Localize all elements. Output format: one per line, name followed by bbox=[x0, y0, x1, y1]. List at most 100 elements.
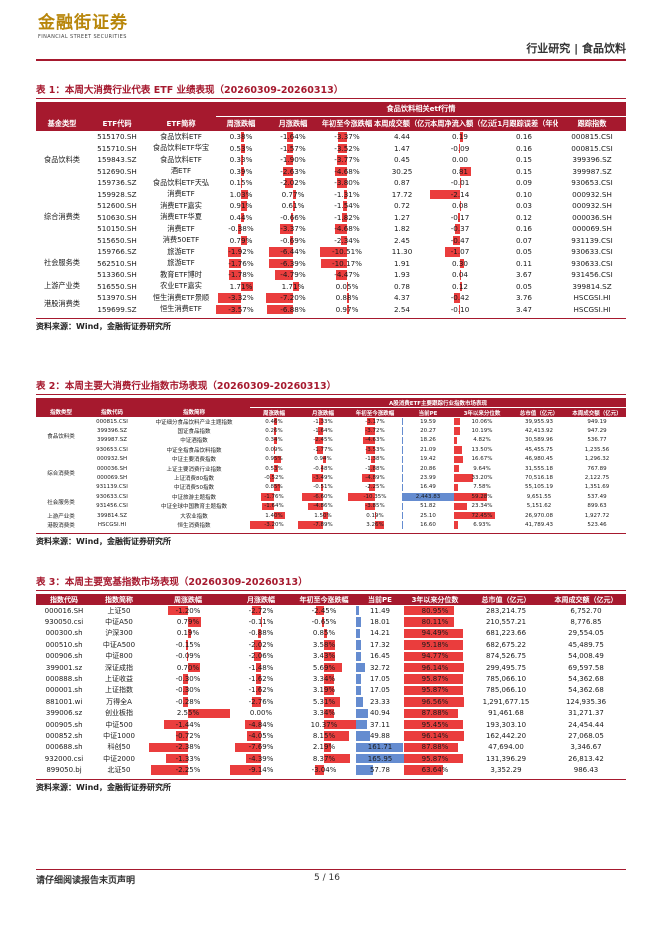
index-code-cell: 000815.CSI bbox=[96, 418, 128, 425]
index-code-cell: 000001.sh bbox=[45, 686, 83, 695]
table1-col-header: 月涨跌幅 bbox=[266, 116, 320, 131]
etf-code-cell: 513360.SH bbox=[97, 270, 137, 280]
table2-col-header: 指数代码 bbox=[86, 407, 138, 417]
index-code-cell: 399001.sz bbox=[45, 663, 83, 672]
percentile-cell: 95.87% bbox=[404, 673, 466, 684]
value-bar bbox=[267, 304, 293, 314]
etf-code-cell: 515650.SH bbox=[97, 235, 137, 245]
value-bar bbox=[324, 708, 335, 718]
index-code-cell: 931456.CSI bbox=[96, 503, 128, 510]
monthly-change-cell: -6.88% bbox=[266, 304, 320, 316]
market-cap-cell: 162,442.20 bbox=[485, 731, 527, 740]
monthly-change-cell: 0.00% bbox=[230, 708, 292, 719]
index-name-cell: 大农业指数 bbox=[180, 513, 208, 520]
turnover-cell: 2.45 bbox=[393, 235, 410, 245]
value-bar bbox=[402, 493, 454, 501]
cell-value: 95.87% bbox=[421, 675, 449, 684]
table-row: 512600.SH 消费ETF嘉实 0.91% 0.61% -1.54% 0.72 0.08… bbox=[36, 200, 626, 212]
cell-value: 0.26% bbox=[265, 428, 283, 435]
cell-value: -2.34% bbox=[334, 235, 360, 245]
index-code-cell: 000069.SH bbox=[96, 475, 128, 482]
cell-value: -1.62% bbox=[248, 686, 274, 695]
cell-value: 32.72 bbox=[369, 663, 391, 672]
index-code-cell: 899050.bj bbox=[46, 766, 82, 775]
cell-value: -0.51% bbox=[313, 484, 333, 491]
cell-value: -1.64% bbox=[313, 428, 333, 435]
cell-value: 5.69% bbox=[312, 663, 336, 672]
table-row: 931139.CSI 中证消费50指数 0.85% -0.51% -2.25% 16.49… bbox=[36, 483, 626, 492]
weekly-change-cell: -1.44% bbox=[146, 719, 230, 730]
turnover-cell: 1,235.56 bbox=[584, 446, 610, 453]
market-cap-cell: 785,066.10 bbox=[485, 686, 527, 695]
value-bar bbox=[404, 640, 463, 650]
tracking-index-cell: 399396.SZ bbox=[572, 155, 612, 165]
value-bar bbox=[315, 436, 323, 445]
ytd-change-cell: -4.68% bbox=[320, 223, 374, 235]
tracking-error-cell: 0.03 bbox=[515, 201, 532, 211]
monthly-change-cell: -4.05% bbox=[230, 730, 292, 741]
percentile-cell: 95.18% bbox=[404, 639, 466, 650]
monthly-change-cell: 1.50% bbox=[298, 511, 348, 520]
ytd-change-cell: -3.53% bbox=[348, 445, 402, 454]
cell-value: 3.43% bbox=[312, 652, 336, 661]
monthly-change-cell: -1.90% bbox=[266, 154, 320, 166]
company-logo: 金融街证券 FINANCIAL STREET SECURITIES bbox=[38, 8, 168, 40]
value-bar bbox=[274, 436, 277, 445]
etf-code-cell: 159736.SZ bbox=[97, 178, 137, 188]
percentile-cell: 80.95% bbox=[404, 605, 466, 616]
cell-value: 4.82% bbox=[473, 437, 491, 444]
cell-value: -4.05% bbox=[248, 731, 274, 740]
cell-value: -2.02% bbox=[248, 640, 274, 649]
cell-value: -0.30% bbox=[175, 686, 201, 695]
cell-value: -1.77% bbox=[313, 446, 333, 453]
cell-value: 0.53% bbox=[229, 143, 253, 153]
value-bar bbox=[228, 270, 241, 280]
cell-value: -3.52% bbox=[334, 143, 360, 153]
value-bar bbox=[370, 464, 375, 473]
cell-value: -1.31% bbox=[334, 189, 360, 199]
cell-value: 0.15% bbox=[229, 178, 253, 188]
percentile-cell: 10.19% bbox=[454, 426, 510, 435]
turnover-cell: 4.44 bbox=[393, 132, 410, 142]
cell-value: -0.30% bbox=[175, 675, 201, 684]
value-bar bbox=[347, 293, 350, 303]
cell-value: -1.07 bbox=[450, 247, 470, 257]
table-row: 社会服务类 159766.SZ 旅游ETF -1.92% -6.44% -10.51% 11… bbox=[36, 246, 626, 268]
etf-code-cell: 515170.SH bbox=[97, 132, 137, 142]
tracking-index-cell: HSCGSI.HI bbox=[573, 293, 611, 303]
percentile-cell: 10.06% bbox=[454, 417, 510, 426]
index-code-cell: 000888.sh bbox=[45, 675, 83, 684]
etf-code-cell: 516550.SH bbox=[97, 281, 137, 291]
value-bar bbox=[454, 511, 495, 520]
etf-code-cell: 512690.SH bbox=[97, 166, 137, 176]
monthly-change-cell: -3.49% bbox=[298, 473, 348, 482]
cell-value: 0.44% bbox=[229, 212, 253, 222]
value-bar bbox=[324, 731, 350, 741]
cell-value: 94.49% bbox=[421, 629, 449, 638]
market-cap-cell: 131,396.29 bbox=[485, 754, 527, 763]
turnover-cell: 1.47 bbox=[393, 143, 410, 153]
value-bar bbox=[183, 685, 188, 696]
value-bar bbox=[337, 143, 347, 153]
net-inflow-cell: -0.42 bbox=[430, 292, 490, 304]
monthly-change-cell: -0.51% bbox=[298, 483, 348, 492]
turnover-cell: 2.54 bbox=[393, 304, 410, 314]
index-code-cell: 930653.CSI bbox=[96, 446, 128, 453]
turnover-cell: 11.30 bbox=[391, 247, 413, 257]
etf-name-cell: 消费ETF bbox=[167, 223, 195, 233]
table1-col-header: 年初至今涨跌幅 bbox=[320, 116, 374, 131]
ytd-change-cell: 3.34% bbox=[292, 673, 356, 684]
cell-value: 18.26 bbox=[420, 437, 436, 444]
cell-value: -2.25% bbox=[175, 766, 201, 775]
net-inflow-cell: 0.00 bbox=[430, 154, 490, 166]
table-row: 食品饮料类 515170.SH 食品饮料ETF 0.38% -1.64% -3.37% 4.… bbox=[36, 131, 626, 164]
cell-value: 25.10 bbox=[420, 512, 436, 519]
turnover-cell: 27,068.05 bbox=[568, 731, 604, 740]
tracking-index-cell: 000932.SH bbox=[572, 189, 612, 199]
logo-cn-text: 金融街证券 bbox=[38, 13, 128, 33]
value-bar bbox=[371, 455, 375, 463]
table1-col-header: ETF简称 bbox=[146, 116, 216, 131]
value-bar bbox=[241, 189, 249, 199]
table-row: 港股消费类 513970.SH 恒生消费ETF景顺 -3.32% -7.20% 0.88%… bbox=[36, 292, 626, 308]
cell-value: -3.37% bbox=[334, 132, 360, 142]
